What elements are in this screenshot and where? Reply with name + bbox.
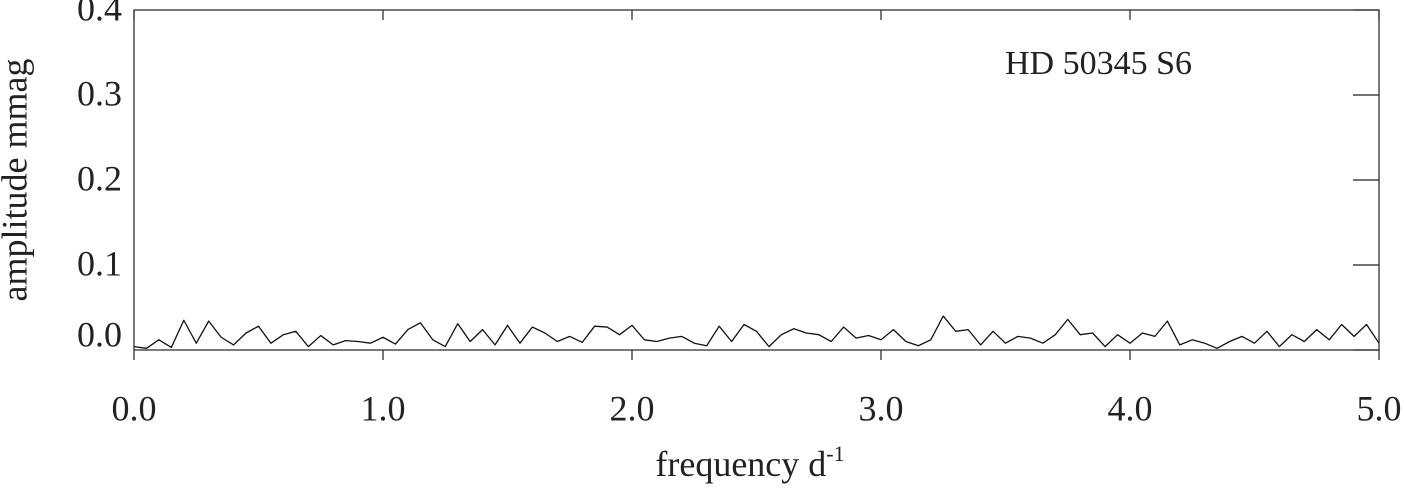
annotation: HD 50345 S6 — [1005, 45, 1192, 82]
y-tick-label: 0.3 — [77, 73, 122, 113]
y-tick-label: 0.0 — [77, 314, 122, 354]
y-tick-label: 0.4 — [77, 0, 122, 28]
y-tick-label: 0.1 — [77, 243, 122, 283]
plot-frame — [133, 9, 1380, 351]
x-tick-label: 3.0 — [859, 388, 904, 428]
x-tick-label: 5.0 — [1357, 388, 1402, 428]
y-tick-label: 0.2 — [77, 158, 122, 198]
x-tick-label: 4.0 — [1108, 388, 1153, 428]
spectrum-line — [133, 315, 1380, 349]
x-axis-label-sup: -1 — [826, 441, 844, 466]
x-axis-label: frequency d-1 — [655, 441, 844, 484]
x-tick-label: 1.0 — [361, 388, 406, 428]
x-axis-label-text: frequency d — [655, 444, 826, 484]
x-tick-label: 2.0 — [610, 388, 655, 428]
y-axis-label: amplitude mmag — [0, 59, 34, 302]
x-tick-label: 0.0 — [112, 388, 157, 428]
